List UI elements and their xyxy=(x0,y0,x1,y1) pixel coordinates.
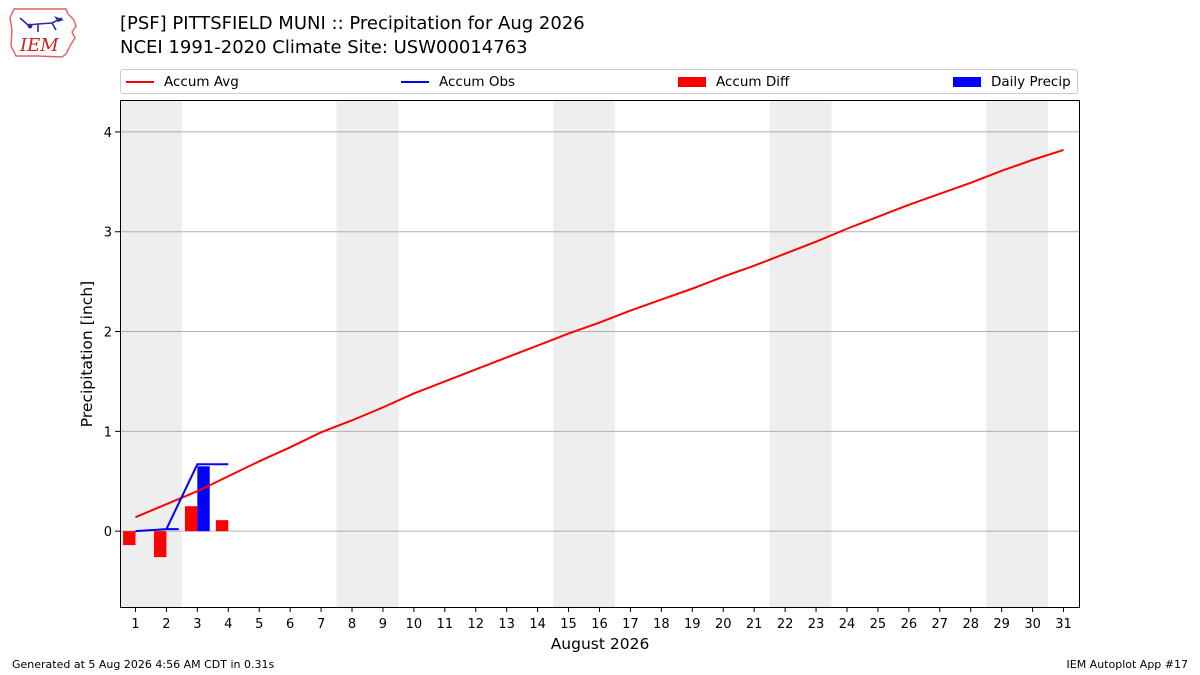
weekend-band-4 xyxy=(769,100,832,607)
x-tick-label-9: 9 xyxy=(379,617,387,632)
bars xyxy=(123,466,229,558)
legend-item-accum-diff: Accum Diff xyxy=(678,73,789,91)
y-tick-label-4: 4 xyxy=(104,126,112,141)
x-tick-label-3: 3 xyxy=(193,617,201,632)
accum-diff-bar-1 xyxy=(123,531,136,546)
x-tick-label-31: 31 xyxy=(1055,617,1072,632)
x-tick-label-22: 22 xyxy=(777,617,794,632)
x-tick-label-5: 5 xyxy=(255,617,263,632)
y-tick-label-2: 2 xyxy=(104,326,112,341)
x-tick-label-11: 11 xyxy=(437,617,454,632)
x-tick-label-17: 17 xyxy=(622,617,639,632)
x-axis-label: August 2026 xyxy=(551,635,650,653)
footer-generated: Generated at 5 Aug 2026 4:56 AM CDT in 0… xyxy=(12,658,275,671)
legend-item-daily-precip: Daily Precip xyxy=(953,73,1071,91)
weekend-band-1 xyxy=(120,100,182,607)
accum-diff-bar-3 xyxy=(184,506,198,532)
weekend-band-5 xyxy=(986,100,1049,607)
y-tick-label-3: 3 xyxy=(104,226,112,241)
iem-logo: IEM xyxy=(9,8,77,58)
accum-diff-bar-4 xyxy=(215,520,229,532)
x-tick-label-15: 15 xyxy=(560,617,577,632)
x-tick-label-16: 16 xyxy=(591,617,608,632)
legend-swatch-accum-diff xyxy=(678,77,706,87)
gridlines xyxy=(120,131,1079,532)
x-tick-label-18: 18 xyxy=(653,617,670,632)
x-tick-label-1: 1 xyxy=(131,617,139,632)
legend-swatch-accum-avg xyxy=(126,81,154,83)
legend-swatch-accum-obs xyxy=(401,81,429,83)
x-tick-label-28: 28 xyxy=(962,617,979,632)
x-tick-label-13: 13 xyxy=(498,617,515,632)
weekend-shading xyxy=(120,100,1049,607)
series-lines xyxy=(135,148,1064,533)
y-axis-label: Precipitation [inch] xyxy=(78,281,96,427)
legend-item-accum-avg: Accum Avg xyxy=(126,73,239,91)
y-tick-label-0: 0 xyxy=(104,525,112,540)
legend-label: Accum Obs xyxy=(439,74,516,90)
x-tick-label-4: 4 xyxy=(224,617,232,632)
x-tick-label-29: 29 xyxy=(993,617,1010,632)
legend-item-accum-obs: Accum Obs xyxy=(401,73,515,91)
x-tick-label-10: 10 xyxy=(406,617,423,632)
x-tick-label-27: 27 xyxy=(932,617,949,632)
daily-precip-bar-3 xyxy=(197,466,210,532)
footer-app: IEM Autoplot App #17 xyxy=(1066,658,1189,671)
x-tick-label-26: 26 xyxy=(901,617,918,632)
legend-label: Daily Precip xyxy=(991,74,1071,90)
chart-title: [PSF] PITTSFIELD MUNI :: Precipitation f… xyxy=(120,13,585,34)
x-tick-label-24: 24 xyxy=(839,617,856,632)
y-ticks: 0 1 2 3 4 xyxy=(104,126,120,540)
x-tick-label-20: 20 xyxy=(715,617,732,632)
x-tick-label-21: 21 xyxy=(746,617,763,632)
legend-label: Accum Diff xyxy=(716,74,790,90)
legend-label: Accum Avg xyxy=(164,74,239,90)
x-tick-label-30: 30 xyxy=(1024,617,1041,632)
weekend-band-2 xyxy=(336,100,399,607)
legend-swatch-daily-precip xyxy=(953,77,981,87)
accum-avg-line xyxy=(135,148,1064,519)
logo-text: IEM xyxy=(19,35,59,56)
x-tick-label-2: 2 xyxy=(162,617,170,632)
x-tick-label-19: 19 xyxy=(684,617,701,632)
x-tick-label-25: 25 xyxy=(870,617,887,632)
x-ticks: 1 2 3 4 5 6 7 8 9 10 11 12 13 14 15 16 17 18 19 20 21 22 23 24 2… xyxy=(131,607,1072,632)
y-tick-label-1: 1 xyxy=(104,425,112,440)
legend: Accum Avg Accum Obs Accum Diff Daily Pre… xyxy=(120,69,1078,94)
x-tick-label-12: 12 xyxy=(467,617,484,632)
x-tick-label-23: 23 xyxy=(808,617,825,632)
x-tick-label-6: 6 xyxy=(286,617,294,632)
x-tick-label-14: 14 xyxy=(529,617,546,632)
accum-obs-line xyxy=(135,463,229,533)
x-tick-label-8: 8 xyxy=(348,617,356,632)
x-tick-label-7: 7 xyxy=(317,617,325,632)
chart-subtitle: NCEI 1991-2020 Climate Site: USW00014763 xyxy=(120,37,528,58)
accum-diff-bar-2 xyxy=(154,531,167,558)
weekend-band-3 xyxy=(553,100,615,607)
